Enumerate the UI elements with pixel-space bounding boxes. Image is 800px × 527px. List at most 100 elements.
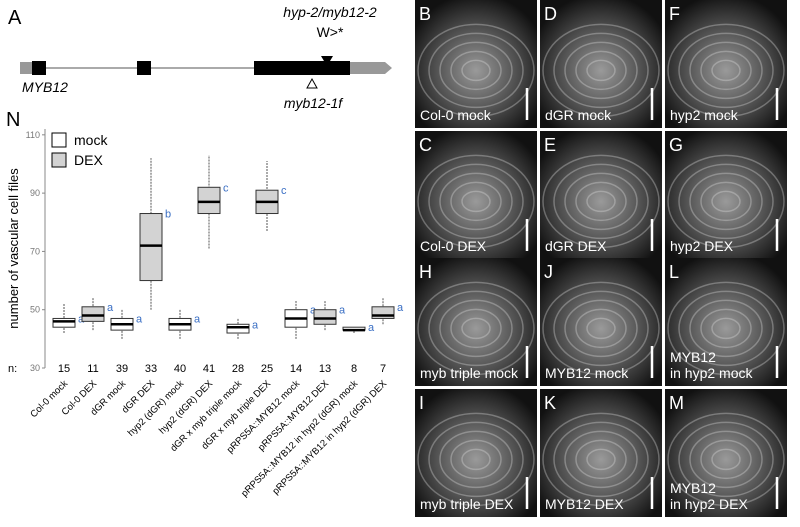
cell-ring [461,190,491,213]
caption: dGR mock [545,107,612,123]
box [52,317,76,328]
group-letter: a [339,305,346,317]
exon [254,61,350,75]
n-value: 7 [380,363,386,375]
cell-ring [711,317,741,340]
n-value: 39 [116,363,128,375]
group-letter: c [281,185,287,197]
cell-ring [450,439,502,480]
group-letter: a [368,322,375,334]
y-tick-label: 70 [30,246,40,256]
gene-diagram: A MYB12 hyp-2/myb12-2 W>* myb12-1f [8,4,392,111]
cell-ring [700,50,752,91]
cell-ring [586,190,616,213]
group-letter: c [223,182,229,194]
panel-letter: D [544,4,557,24]
mutation-marker [321,56,333,66]
box [226,323,250,334]
panel-letter: I [419,393,424,413]
cell-ring [553,290,649,367]
legend-swatch [51,152,67,168]
cell-ring [417,154,535,249]
cell-ring [417,412,535,507]
cell-ring [461,317,491,340]
cell-ring [689,41,763,100]
cell-ring [586,59,616,82]
panel-letter: M [669,393,684,413]
cell-ring [700,308,752,349]
cell-ring [678,290,774,367]
caption: MYB12 [670,349,716,365]
n-value: 14 [290,363,302,375]
cell-ring [564,430,638,489]
legend-label: mock [74,132,108,148]
panel-letter: N [6,109,20,131]
cell-ring [428,290,524,367]
cell-ring [439,430,513,489]
cell-ring [439,41,513,100]
micrograph [665,258,787,386]
panel-letter: G [669,135,683,155]
micrograph [665,0,787,128]
cell-ring [564,299,638,358]
group-letter: a [252,319,259,331]
cell-ring [439,172,513,231]
cell-ring [450,181,502,222]
mutation-label: W>* [317,24,344,40]
y-tick-label: 90 [30,188,40,198]
cell-ring [689,172,763,231]
cell-ring [586,317,616,340]
box [371,306,395,319]
cell-ring [553,32,649,109]
cell-ring [542,281,660,376]
cell-ring [553,163,649,240]
caption: MYB12 [670,480,716,496]
allele-label: hyp-2/myb12-2 [283,4,377,20]
cell-ring [678,421,774,498]
micrograph [665,131,787,259]
cell-ring [553,421,649,498]
n-value: 40 [174,363,186,375]
cell-ring [417,281,535,376]
caption: myb triple DEX [420,496,514,512]
panel-letter: F [669,4,680,24]
cell-ring [689,430,763,489]
n-value: 8 [351,363,357,375]
panel-letter: A [8,7,22,29]
panel-letter: K [544,393,556,413]
y-tick-label: 50 [30,305,40,315]
micrograph [540,0,662,128]
cell-ring [711,59,741,82]
utr [350,62,392,74]
group-letter: a [194,313,201,325]
legend-label: DEX [74,152,103,168]
micrograph [540,131,662,259]
box [139,213,163,282]
cell-ring [542,154,660,249]
caption: Col-0 DEX [420,238,487,254]
cell-ring [575,308,627,349]
cell-ring [711,190,741,213]
allele-label: myb12-1f [284,95,344,111]
cell-ring [564,41,638,100]
micrograph [665,389,787,517]
cell-ring [678,32,774,109]
micrograph [415,131,537,259]
cell-ring [586,448,616,471]
cell-ring [564,172,638,231]
cell-ring [450,308,502,349]
group-letter: a [136,313,143,325]
cell-ring [667,281,785,376]
cell-ring [700,181,752,222]
cell-ring [689,299,763,358]
group-letter: a [107,302,114,314]
micrograph [415,258,537,386]
n-value: 13 [319,363,331,375]
cell-ring [461,448,491,471]
box [313,309,337,325]
cell-ring [575,181,627,222]
micrograph [415,0,537,128]
cell-ring [667,412,785,507]
cell-ring [575,439,627,480]
